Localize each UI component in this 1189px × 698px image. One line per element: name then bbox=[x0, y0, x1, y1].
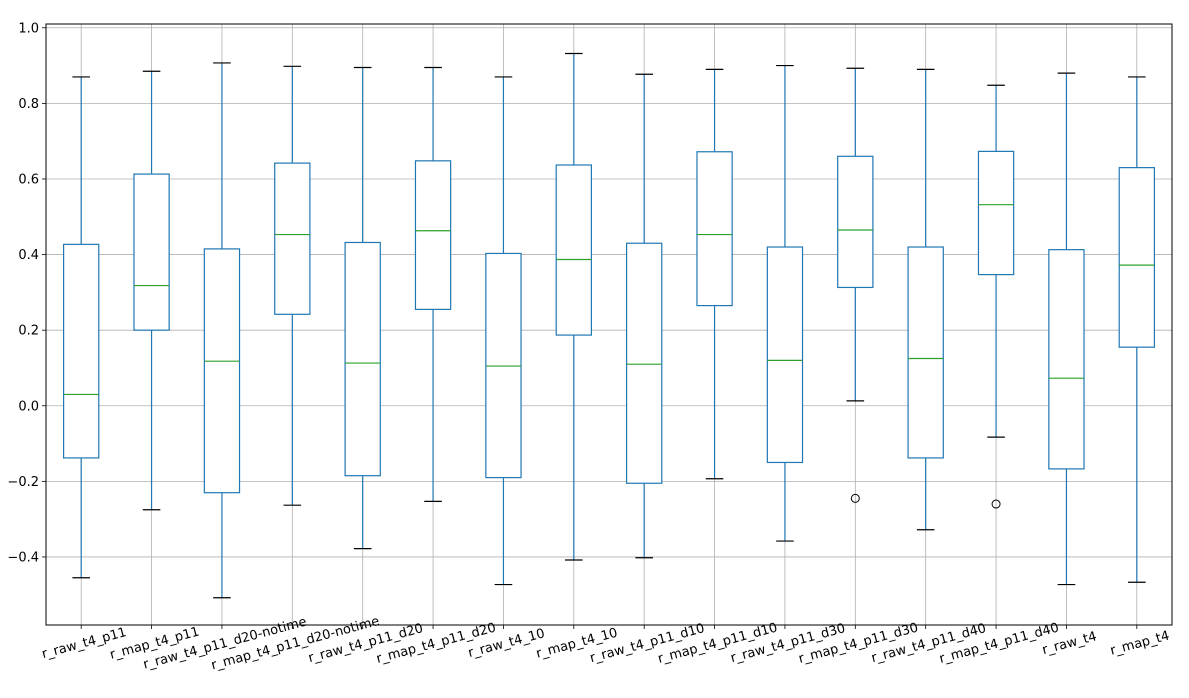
iqr-box bbox=[907, 246, 944, 459]
plot-frame bbox=[45, 23, 1173, 626]
box-r_raw_t4_10 bbox=[485, 76, 522, 586]
box-r_raw_t4 bbox=[1048, 72, 1085, 586]
iqr-box bbox=[837, 155, 874, 289]
iqr-box bbox=[344, 241, 381, 477]
box-r_map_t4 bbox=[1118, 76, 1156, 583]
y-tick-label: −0.2 bbox=[7, 475, 39, 490]
box-r_map_t4_p11 bbox=[133, 70, 170, 511]
iqr-box bbox=[625, 242, 663, 484]
y-tick-label: 1.0 bbox=[18, 21, 39, 36]
iqr-box bbox=[696, 151, 733, 307]
box-r_map_t4_p11_d20 bbox=[414, 66, 452, 502]
iqr-box bbox=[203, 248, 241, 494]
iqr-box bbox=[555, 164, 593, 336]
iqr-box bbox=[1048, 249, 1085, 470]
iqr-box bbox=[414, 160, 452, 310]
iqr-box bbox=[1118, 167, 1156, 348]
outlier-point bbox=[850, 493, 860, 503]
box-layer bbox=[62, 52, 1156, 599]
box-r_raw_t4_p11_d20 bbox=[344, 66, 381, 550]
x-tick-label: r_map_t4 bbox=[1109, 629, 1171, 659]
y-axis: −0.4 −0.2 0.0 0.2 0.4 0.6 0.8 1.0 bbox=[7, 21, 46, 565]
box-r_map_t4_10 bbox=[555, 52, 593, 561]
y-tick-label: 0.0 bbox=[18, 399, 39, 414]
iqr-box bbox=[766, 246, 804, 464]
box-r_raw_t4_p11_d20-notime bbox=[203, 62, 241, 599]
y-tick-label: 0.6 bbox=[18, 172, 39, 187]
iqr-box bbox=[274, 162, 311, 315]
box-r_map_t4_p11_d40 bbox=[977, 84, 1015, 509]
outlier-point bbox=[991, 499, 1001, 509]
x-axis: r_raw_t4_p11r_map_t4_p11r_raw_t4_p11_d20… bbox=[40, 614, 1171, 673]
y-tick-label: 0.2 bbox=[18, 324, 39, 339]
iqr-box bbox=[977, 150, 1015, 276]
box-r_map_t4_p11_d30 bbox=[837, 67, 874, 503]
y-tick-label: −0.4 bbox=[7, 550, 39, 565]
y-tick-label: 0.8 bbox=[18, 97, 39, 112]
box-r_map_t4_p11_d20-notime bbox=[274, 65, 311, 506]
iqr-box bbox=[62, 243, 100, 459]
box-r_map_t4_p11_d10 bbox=[696, 68, 733, 480]
iqr-box bbox=[133, 173, 170, 331]
box-r_raw_t4_p11 bbox=[62, 76, 100, 579]
box-r_raw_t4_p11_d40 bbox=[907, 68, 944, 531]
box-r_raw_t4_p11_d30 bbox=[766, 64, 804, 542]
y-tick-label: 0.4 bbox=[18, 248, 39, 263]
box-r_raw_t4_p11_d10 bbox=[625, 73, 663, 559]
